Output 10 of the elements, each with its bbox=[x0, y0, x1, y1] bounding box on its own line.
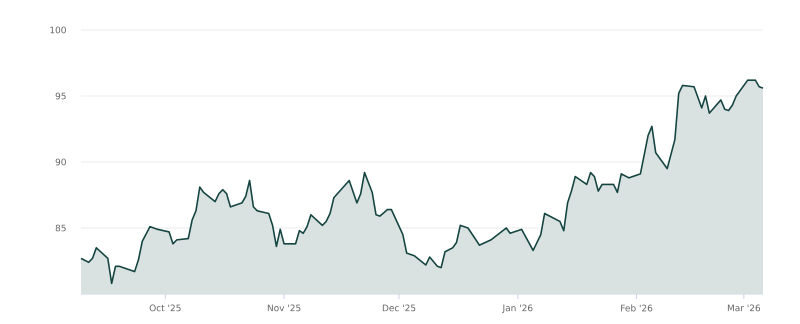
x-tick-label: Nov '25 bbox=[268, 304, 300, 312]
y-tick-label: 95 bbox=[56, 92, 66, 100]
y-tick-label: 85 bbox=[56, 224, 66, 232]
x-tick-label: Jan '26 bbox=[502, 304, 532, 313]
x-tick-label: Oct '25 bbox=[150, 304, 181, 312]
y-tick-label: 100 bbox=[50, 26, 66, 34]
x-tick-label: Mar '26 bbox=[728, 304, 760, 312]
x-tick-label: Dec '25 bbox=[382, 304, 416, 312]
y-tick-label: 90 bbox=[56, 158, 66, 166]
x-tick-label: Feb '26 bbox=[621, 304, 652, 312]
